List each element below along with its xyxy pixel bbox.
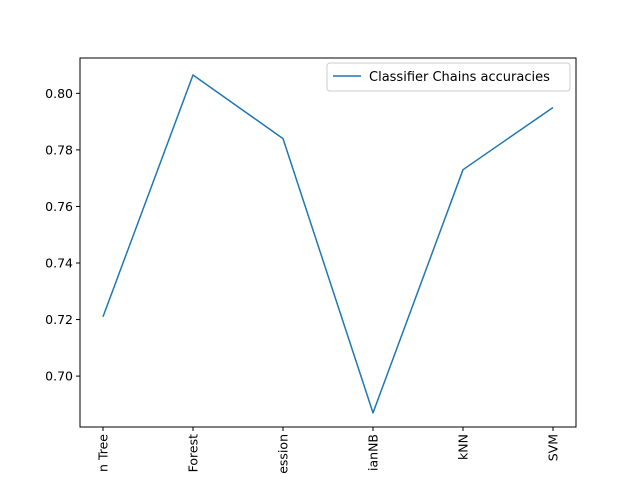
x-tick-label: ianNB [366, 434, 381, 471]
y-axis-ticks: 0.70 0.72 0.74 0.76 0.78 0.80 [45, 86, 80, 384]
y-tick-label: 0.74 [45, 256, 73, 271]
x-tick-label: ession [276, 434, 291, 474]
y-tick-label: 0.72 [45, 312, 73, 327]
x-tick-label: SVM [546, 434, 561, 461]
x-tick-label: n Tree [96, 434, 111, 472]
x-tick-label: kNN [456, 434, 471, 460]
x-axis-ticks: n Tree Forest ession ianNB kNN SVM [96, 427, 561, 474]
series-layer [102, 74, 554, 414]
y-tick-label: 0.78 [45, 142, 73, 157]
legend-label: Classifier Chains accuracies [369, 70, 550, 85]
x-tick-label: Forest [186, 434, 201, 472]
y-tick-label: 0.76 [45, 199, 73, 214]
y-tick-label: 0.70 [45, 369, 73, 384]
series-line [102, 74, 554, 414]
legend-box [326, 62, 571, 92]
plot-area-frame [79, 57, 577, 428]
y-tick-label: 0.80 [45, 86, 73, 101]
legend: Classifier Chains accuracies [326, 62, 571, 92]
